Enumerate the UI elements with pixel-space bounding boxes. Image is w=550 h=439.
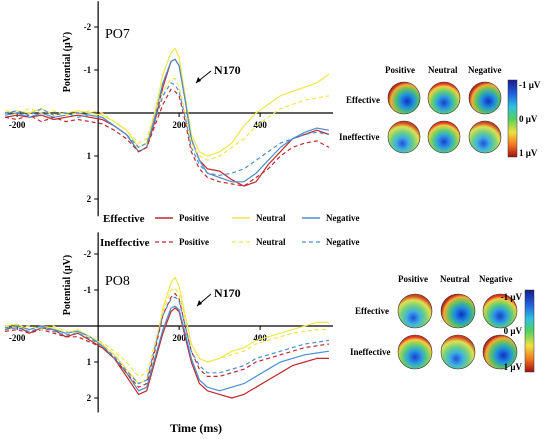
x-axis-label: Time (ms) xyxy=(170,421,222,435)
x-tick-label: 400 xyxy=(253,333,267,343)
topo-col-label: Negative xyxy=(479,274,513,284)
series-line-negative-ineffective xyxy=(4,82,330,176)
topomap-effective-negative xyxy=(468,81,502,115)
topomap-ineffective-positive xyxy=(387,120,421,154)
x-tick-label: 200 xyxy=(172,120,186,130)
topomap-ineffective-neutral xyxy=(427,120,461,154)
axes: -200 200 400 -2 -1 1 2 xyxy=(5,1,333,217)
erp-panel-po7: PO7 N170 Potential (μV) -200 200 400 -2 -1 1 2 xyxy=(4,1,333,217)
topomap-ineffective-negative xyxy=(482,334,518,370)
topo-col-label: Neutral xyxy=(440,274,470,284)
topo-row-label: Effective xyxy=(346,95,380,105)
series-line-positive-ineffective xyxy=(4,88,330,187)
topo-col-label: Neutral xyxy=(428,65,458,75)
y-tick-label: -2 xyxy=(84,249,92,259)
topo-col-label: Positive xyxy=(398,274,428,284)
legend-label-neutral: Neutral xyxy=(256,213,286,223)
topomap-block-po7: Positive Neutral Negative Effective Inef… xyxy=(339,65,541,158)
series-line-negative-ineffective xyxy=(4,296,330,385)
series-line-negative-effective xyxy=(4,305,330,392)
colorbar-label: -1 μV xyxy=(501,292,523,302)
y-tick-label: -1 xyxy=(84,285,92,295)
topomap-block-po8: Positive Neutral Negative Effective Inef… xyxy=(350,274,535,373)
panel-title: PO8 xyxy=(105,274,130,289)
series-line-neutral-effective xyxy=(4,276,329,385)
legend-label-negative: Negative xyxy=(326,213,360,223)
colorbar-label: 1 μV xyxy=(519,148,538,158)
series-line-neutral-effective xyxy=(4,47,330,157)
colorbar xyxy=(524,289,535,373)
n170-arrowhead xyxy=(197,300,202,306)
topomap-ineffective-neutral xyxy=(440,334,476,370)
legend-label-positive: Positive xyxy=(179,213,209,223)
y-axis-label: Potential (μV) xyxy=(62,32,73,92)
topomap-effective-positive xyxy=(387,81,421,115)
topomap-effective-neutral xyxy=(440,293,476,329)
n170-annotation: N170 xyxy=(214,286,241,300)
colorbar-label: 1 μV xyxy=(504,362,523,372)
colorbar xyxy=(507,79,518,158)
series-group xyxy=(4,47,330,187)
y-tick-label: 2 xyxy=(87,393,92,403)
n170-arrowhead xyxy=(196,77,201,83)
topomap-effective-positive xyxy=(397,293,433,329)
series-line-negative-effective xyxy=(4,58,330,183)
y-axis-label: Potential (μV) xyxy=(62,255,73,315)
axes: -200 200 400 -2 -1 1 2 xyxy=(5,232,333,413)
x-tick-label: 200 xyxy=(172,333,186,343)
x-tick-label: -200 xyxy=(9,120,26,130)
topo-row-label: Effective xyxy=(355,306,389,316)
panel-title: PO7 xyxy=(105,27,130,42)
y-tick-label: 2 xyxy=(87,194,92,204)
erp-panel-po8: PO8 N170 Potential (μV) -200 200 400 -2 -1 1 2 xyxy=(4,232,333,413)
y-tick-label: 1 xyxy=(87,357,92,367)
y-tick-label: 1 xyxy=(87,151,92,161)
y-tick-label: -1 xyxy=(84,65,92,75)
x-tick-label: 400 xyxy=(253,120,267,130)
series-line-neutral-ineffective xyxy=(4,77,330,161)
legend-label-neutral-ineffective: Neutral xyxy=(256,237,286,247)
legend-row-effective: Effective xyxy=(103,213,145,225)
legend-label-positive-ineffective: Positive xyxy=(179,237,209,247)
series-line-neutral-ineffective xyxy=(4,287,329,377)
topo-col-label: Negative xyxy=(468,65,502,75)
series-line-positive-ineffective xyxy=(4,293,330,388)
topo-row-label: Ineffective xyxy=(350,347,390,357)
colorbar-label: -1 μV xyxy=(519,80,541,90)
series-group xyxy=(4,276,330,399)
topomap-ineffective-negative xyxy=(468,120,502,154)
n170-annotation: N170 xyxy=(214,63,241,77)
legend: Effective Ineffective Positive Neutral N… xyxy=(100,213,360,249)
series-line-positive-effective xyxy=(4,307,329,399)
topomap-effective-negative xyxy=(482,293,518,329)
colorbar-label: 0 μV xyxy=(504,326,523,336)
legend-row-ineffective: Ineffective xyxy=(100,237,150,249)
series-line-positive-effective xyxy=(4,58,330,187)
topo-row-label: Ineffective xyxy=(339,132,379,142)
colorbar-label: 0 μV xyxy=(519,114,538,124)
y-tick-label: -2 xyxy=(84,22,92,32)
topo-col-label: Positive xyxy=(385,65,415,75)
topomap-ineffective-positive xyxy=(397,334,433,370)
topomap-effective-neutral xyxy=(427,81,461,115)
x-tick-label: -200 xyxy=(9,333,26,343)
legend-label-negative-ineffective: Negative xyxy=(326,237,360,247)
